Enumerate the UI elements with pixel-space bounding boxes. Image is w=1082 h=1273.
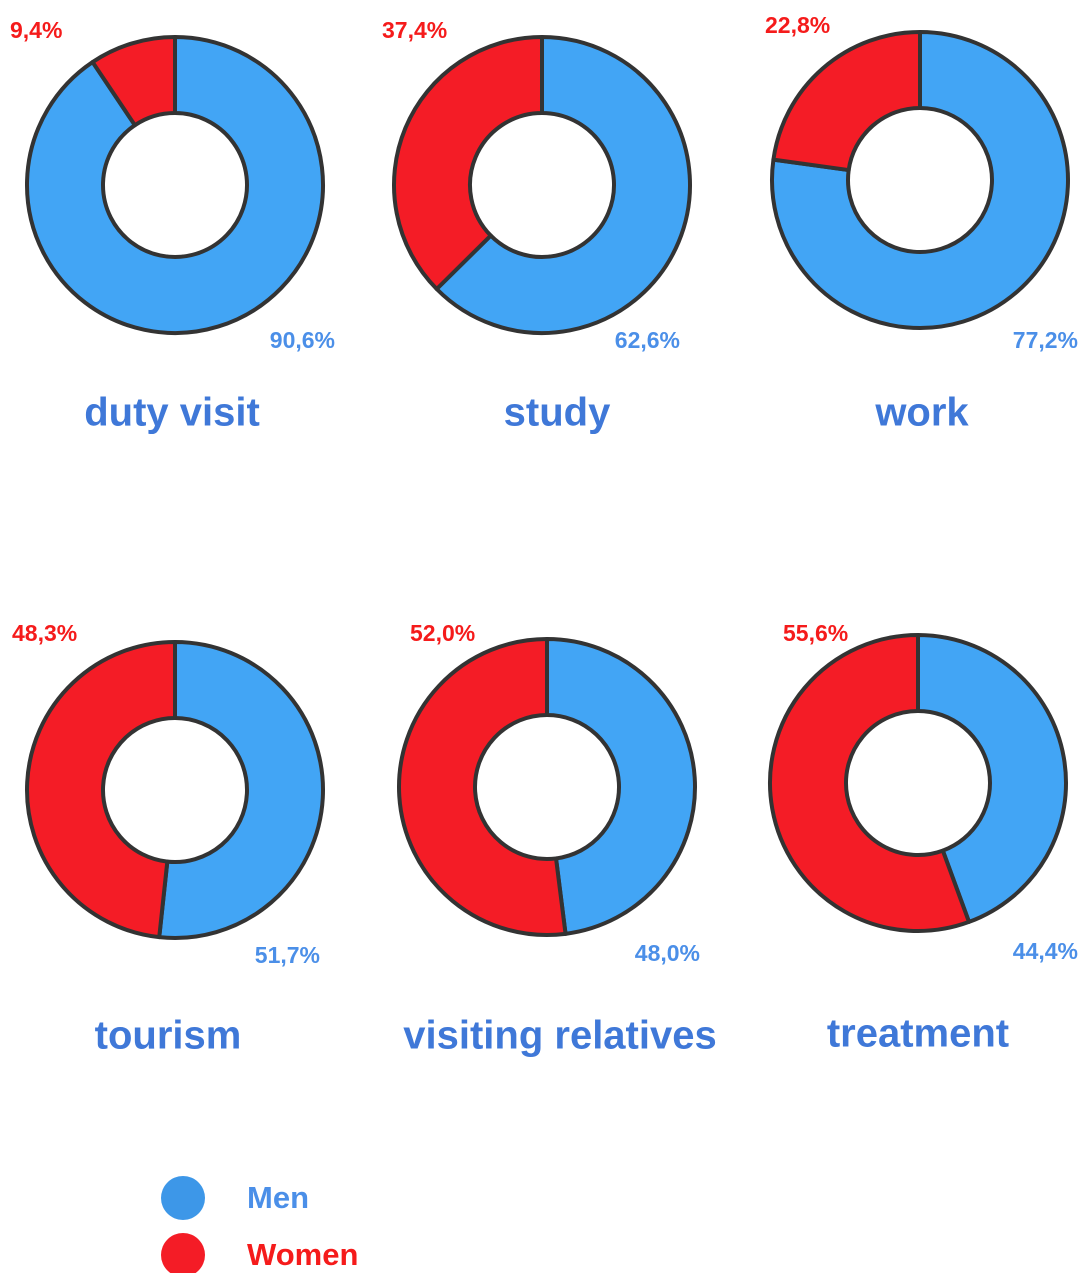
value-label: 90,6%	[270, 327, 335, 353]
chart-title: treatment	[827, 1012, 1009, 1056]
donut-segment	[768, 633, 972, 933]
legend-swatch	[161, 1233, 205, 1273]
legend-label: Women	[247, 1237, 358, 1272]
value-label: 51,7%	[255, 942, 320, 968]
donut-segment	[770, 30, 1070, 330]
donut-segment	[157, 640, 325, 940]
value-label: 9,4%	[10, 17, 62, 43]
donut-segment	[25, 640, 177, 940]
donut-segment	[90, 35, 177, 128]
chart-title: study	[504, 391, 611, 435]
chart-title: visiting relatives	[403, 1014, 716, 1058]
value-label: 48,0%	[635, 940, 700, 966]
donut-segment	[771, 30, 922, 173]
value-label: 77,2%	[1013, 327, 1078, 353]
donut-segment	[397, 637, 568, 937]
value-label: 52,0%	[410, 620, 475, 646]
chart-title: duty visit	[84, 391, 260, 435]
legend-label: Men	[247, 1180, 309, 1215]
value-label: 22,8%	[765, 12, 830, 38]
donut-segment	[545, 637, 697, 936]
donut-segment	[916, 633, 1068, 924]
value-label: 48,3%	[12, 620, 77, 646]
value-label: 62,6%	[615, 327, 680, 353]
donut-segment	[392, 35, 544, 291]
chart-title: tourism	[95, 1014, 242, 1058]
donut-segment	[25, 35, 325, 335]
donut-segment	[434, 35, 692, 335]
legend-swatch	[161, 1176, 205, 1220]
value-label: 37,4%	[382, 17, 447, 43]
value-label: 44,4%	[1013, 938, 1078, 964]
value-label: 55,6%	[783, 620, 848, 646]
chart-title: work	[874, 391, 969, 435]
